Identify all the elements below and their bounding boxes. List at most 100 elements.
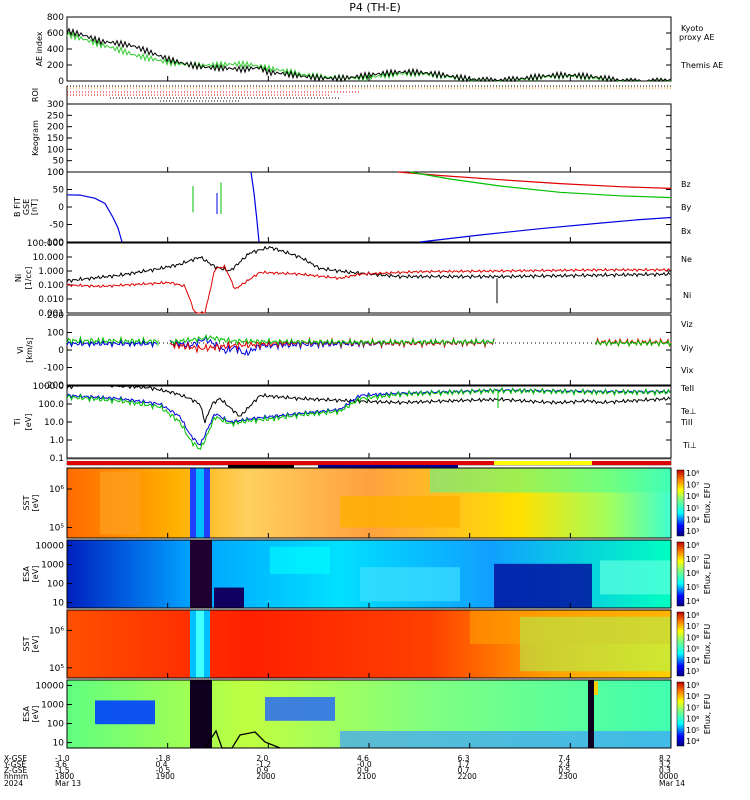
esa-elec-colorbar [676,681,685,747]
colorbar-tick-label: 10⁷ [686,481,699,490]
x-axis-value: 6.3 [458,754,470,763]
y-tick-label: 200 [47,61,64,71]
esa-elec-feature [265,697,335,721]
y-tick-label: 10000 [35,681,64,691]
y-tick-label: 0 [58,203,64,213]
x-axis-value: 0.7 [458,766,470,775]
esa-ion-feature [600,560,671,595]
keogram-panel-frame [66,103,672,173]
legend-label: Ni [683,291,691,300]
y-tick-label: 100 [47,168,64,178]
colorbar-tick-label: 10⁸ [686,692,699,701]
esa-elec-curve [204,729,281,749]
ae-series-black [66,27,672,83]
y-tick-label: 10 [53,739,65,749]
y-axis-label: Vi [16,346,25,354]
y-tick-label: 200 [47,123,64,133]
y-tick-label: 100 [47,145,64,155]
y-tick-label: 10⁶ [49,485,64,495]
density-panel-frame [66,242,672,314]
x-axis-row-label: Z-GSE [4,766,28,775]
y-axis-label: [eV] [31,706,40,723]
x-axis-value: 2.0 [256,754,268,763]
ti-perp-series [66,387,671,446]
x-axis-row-label: Y-GSE [3,760,26,769]
esa-ion-feature [360,567,460,602]
colorbar-tick-label: 10⁶ [686,569,699,578]
legend-label: TiII [680,418,693,427]
sst-ion-feature [100,471,140,535]
y-tick-label: 1000 [41,700,64,710]
x-axis-value: 7.4 [558,754,570,763]
colorbar-label: Eflux, EFU [703,483,712,524]
y-tick-label: 1000 [41,560,64,570]
x-axis-value: 0.5 [558,766,570,775]
y-tick-label: 250 [47,111,64,121]
y-tick-label: 10.000 [33,253,65,263]
y-tick-label: 1.000 [38,267,64,277]
x-axis-value: 0.9 [357,766,369,775]
esa-elec-feature [594,681,598,695]
y-tick-label: 50 [53,186,65,196]
bfit-panel-frame [66,171,672,243]
y-tick-label: 0.001 [38,309,64,319]
esa-elec-feature [588,680,594,748]
x-axis-value: 4.6 [357,754,369,763]
tiii-series [66,386,671,451]
y-tick-label: 200 [47,311,64,321]
x-axis-value: 8.2 [659,754,671,763]
y-tick-label: -100 [44,238,65,248]
colorbar-tick-label: 10⁶ [686,492,699,501]
y-tick-label: 150 [47,134,64,144]
x-axis-value: 0000 [659,772,678,781]
y-axis-label: Ni [14,274,23,282]
colorbar-tick-label: 10⁴ [686,656,699,665]
y-tick-label: 100 [47,329,64,339]
y-axis-label: ROI [31,88,40,102]
y-axis-label: [eV] [31,566,40,583]
bz-series [397,171,672,189]
x-axis-value: 2100 [357,772,376,781]
esa-elec-feature [95,700,155,725]
colorbar-tick-label: 10⁴ [686,597,699,606]
y-axis-label: [eV] [31,636,40,653]
colorbar-tick-label: 10⁴ [686,515,699,524]
legend-label: Viz [681,320,693,329]
esa-ion-feature [270,546,330,574]
x-axis-value: 0.9 [256,766,268,775]
esa-ion-feature [494,563,592,608]
colorbar-tick-label: 10⁸ [686,611,699,620]
y-tick-label: 0 [58,77,64,87]
mode-bar-segment [67,461,494,465]
mode-bar-segment [494,461,592,465]
sst-ion-feature [196,468,204,538]
y-tick-label: 1000.0 [33,382,65,392]
teii-series [66,385,671,424]
sst-elec-feature [196,610,204,678]
colorbar-tick-label: 10⁶ [686,715,699,724]
ae-series-kyoto [66,30,672,83]
colorbar-tick-label: 10³ [686,667,699,676]
colorbar-tick-label: 10⁷ [686,622,699,631]
x-axis-value: Mar 13 [55,779,81,788]
legend-label: TeII [680,384,694,393]
y-tick-label: 400 [47,45,64,55]
mode-bar-segment [228,465,294,468]
x-axis-value: -0.0 [357,760,372,769]
x-axis-value: 1800 [55,772,74,781]
colorbar-tick-label: 10⁵ [686,645,699,654]
x-axis-value: 0.3 [659,766,671,775]
sst-elec-feature [520,616,671,672]
ne-series [66,264,671,314]
colorbar-tick-label: 10⁶ [686,633,699,642]
y-tick-label: 10⁵ [49,664,64,674]
y-axis-label: SST [22,495,31,510]
viy-series [169,333,495,347]
legend-label: Bz [681,180,691,189]
sst-ion-feature [340,496,460,528]
x-axis-value: 2300 [558,772,577,781]
x-axis-value: 3.6 [55,760,67,769]
y-tick-label: 0.1 [50,454,64,464]
y-tick-label: 100 [47,580,64,590]
